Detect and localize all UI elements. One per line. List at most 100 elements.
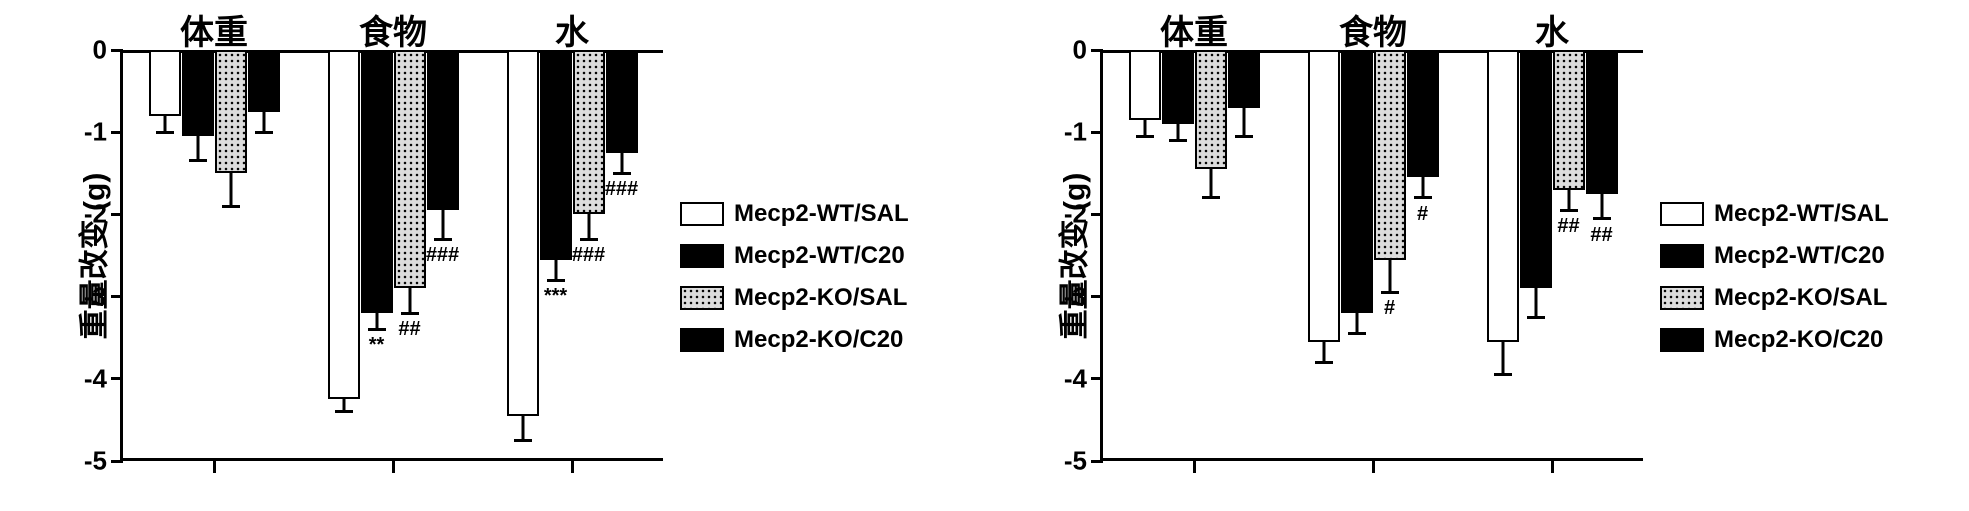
error-cap xyxy=(1202,196,1220,199)
error-cap xyxy=(1235,135,1253,138)
bar-KO_SAL xyxy=(1374,50,1406,260)
legend-swatch xyxy=(1660,286,1704,310)
error-cap xyxy=(1560,209,1578,212)
bar-KO_C20 xyxy=(1407,50,1439,177)
bar-WT_C20 xyxy=(182,50,214,136)
legend-item: Mecp2-WT/C20 xyxy=(1660,242,1889,270)
y-tick-label: -2 xyxy=(84,199,107,230)
legend: Mecp2-WT/SAL Mecp2-WT/C20 Mecp2-KO/SAL Mecp… xyxy=(1660,200,1889,354)
y-tick-label: 0 xyxy=(93,35,107,66)
legend-swatch xyxy=(1660,202,1704,226)
error-cap xyxy=(156,131,174,134)
error-bar xyxy=(1322,342,1325,363)
error-bar xyxy=(1209,169,1212,198)
significance-annotation: ** xyxy=(369,335,385,355)
panel-right: 重量改变 (g)0-1-2-3-4-5体重食物##水####Mecp2-WT/S… xyxy=(980,0,1969,511)
bar-slot: *** xyxy=(540,50,572,461)
error-cap xyxy=(255,131,273,134)
error-cap xyxy=(580,238,598,241)
y-tick xyxy=(111,295,123,298)
bar-slot xyxy=(1129,50,1161,461)
y-tick xyxy=(111,460,123,463)
error-cap xyxy=(189,159,207,162)
bar-slot xyxy=(507,50,539,461)
bar-slot: # xyxy=(1407,50,1439,461)
y-tick-label: -3 xyxy=(84,281,107,312)
error-bar xyxy=(1388,260,1391,293)
x-tick xyxy=(571,461,574,473)
group-label: 体重 xyxy=(1160,5,1228,54)
legend-label: Mecp2-WT/SAL xyxy=(1714,200,1889,228)
bar-slot: ### xyxy=(573,50,605,461)
legend-label: Mecp2-KO/SAL xyxy=(1714,284,1887,312)
group-label: 水 xyxy=(555,5,589,54)
error-cap xyxy=(1169,139,1187,142)
y-tick xyxy=(1091,49,1103,52)
legend-swatch xyxy=(680,328,724,352)
legend-item: Mecp2-WT/SAL xyxy=(680,200,909,228)
error-bar xyxy=(1355,313,1358,334)
bar-slot xyxy=(328,50,360,461)
legend-label: Mecp2-KO/C20 xyxy=(734,326,903,354)
group-label: 食物 xyxy=(1339,5,1407,54)
y-tick xyxy=(111,49,123,52)
significance-annotation: # xyxy=(1384,298,1395,318)
bar-KO_SAL xyxy=(394,50,426,288)
bar-KO_C20 xyxy=(1586,50,1618,194)
x-tick xyxy=(392,461,395,473)
bar-WT_C20 xyxy=(361,50,393,313)
y-tick-label: -5 xyxy=(84,446,107,477)
legend-item: Mecp2-WT/SAL xyxy=(1660,200,1889,228)
y-tick xyxy=(111,131,123,134)
error-cap xyxy=(1593,217,1611,220)
bar-KO_SAL xyxy=(1553,50,1585,190)
legend-item: Mecp2-WT/C20 xyxy=(680,242,909,270)
legend-item: Mecp2-KO/C20 xyxy=(1660,326,1889,354)
legend-swatch xyxy=(1660,244,1704,268)
y-axis-title: 重量改变 (g) xyxy=(1049,172,1093,339)
error-bar xyxy=(521,416,524,441)
error-bar xyxy=(1600,194,1603,219)
group-label: 体重 xyxy=(180,5,248,54)
legend-label: Mecp2-WT/C20 xyxy=(734,242,905,270)
bar-KO_SAL xyxy=(573,50,605,214)
y-tick-label: -3 xyxy=(1064,281,1087,312)
significance-annotation: ## xyxy=(398,319,420,339)
bar-slot: ## xyxy=(1553,50,1585,461)
error-bar xyxy=(1534,288,1537,317)
bar-KO_C20 xyxy=(427,50,459,210)
bar-slot: ## xyxy=(1586,50,1618,461)
bar-WT_C20 xyxy=(1162,50,1194,124)
bar-slot xyxy=(182,50,214,461)
error-bar xyxy=(196,136,199,161)
x-tick xyxy=(1193,461,1196,473)
legend: Mecp2-WT/SAL Mecp2-WT/C20 Mecp2-KO/SAL Mecp… xyxy=(680,200,909,354)
significance-annotation: ### xyxy=(605,179,638,199)
bar-KO_SAL xyxy=(1195,50,1227,169)
y-tick-label: 0 xyxy=(1073,35,1087,66)
bar-slot xyxy=(215,50,247,461)
group-label: 水 xyxy=(1535,5,1569,54)
bar-WT_SAL xyxy=(1308,50,1340,342)
error-cap xyxy=(1381,291,1399,294)
error-bar xyxy=(408,288,411,313)
y-tick xyxy=(111,377,123,380)
error-bar xyxy=(587,214,590,239)
bar-WT_SAL xyxy=(1487,50,1519,342)
y-tick-label: -2 xyxy=(1064,199,1087,230)
bar-WT_SAL xyxy=(328,50,360,399)
error-cap xyxy=(1315,361,1333,364)
bar-slot: ## xyxy=(394,50,426,461)
x-tick xyxy=(213,461,216,473)
bar-slot xyxy=(1520,50,1552,461)
legend-item: Mecp2-KO/C20 xyxy=(680,326,909,354)
legend-item: Mecp2-KO/SAL xyxy=(680,284,909,312)
bar-slot: # xyxy=(1374,50,1406,461)
legend-swatch xyxy=(680,202,724,226)
error-bar xyxy=(554,260,557,281)
error-bar xyxy=(441,210,444,239)
error-cap xyxy=(1136,135,1154,138)
y-tick-label: -4 xyxy=(1064,363,1087,394)
legend-swatch xyxy=(1660,328,1704,352)
error-bar xyxy=(1242,108,1245,137)
